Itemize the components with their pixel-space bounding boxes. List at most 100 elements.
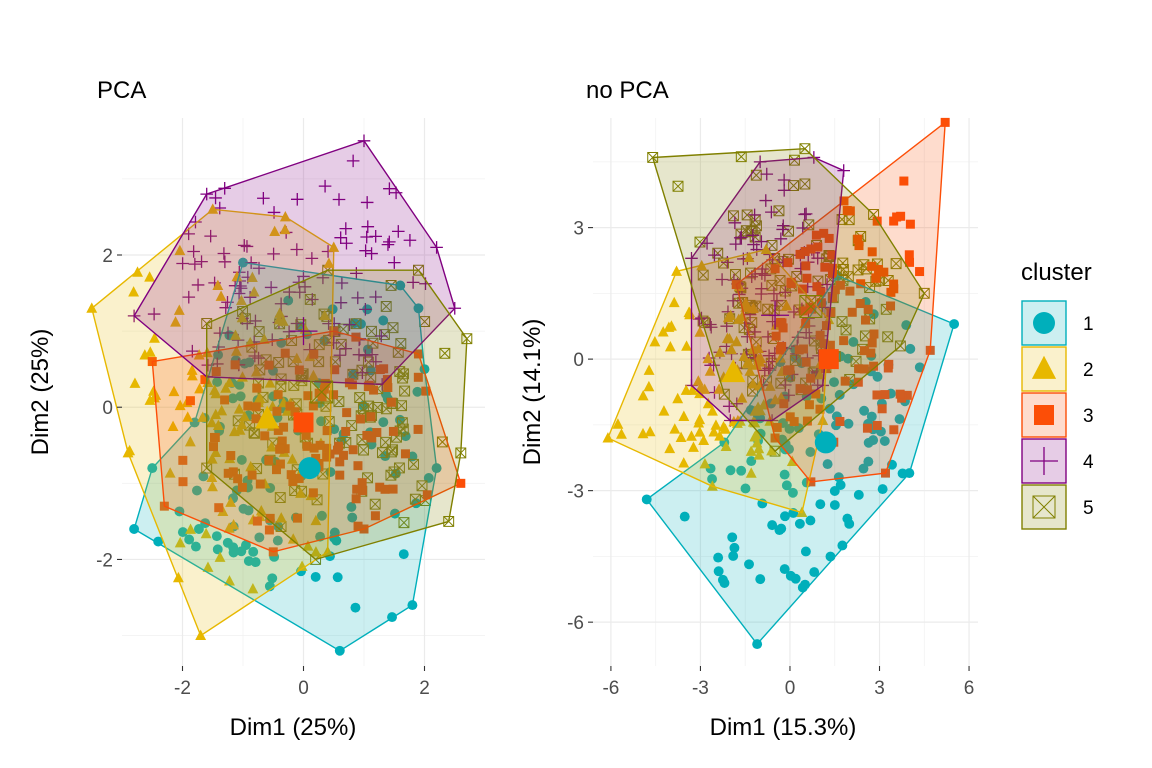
no-pca-point-cluster-5: [729, 269, 741, 280]
no-pca-point-cluster-1: [897, 468, 908, 479]
pca-point-cluster-3: [220, 395, 230, 405]
no-pca-point-cluster-4: [746, 229, 760, 242]
no-pca-point-cluster-3: [859, 346, 869, 356]
pca-point-cluster-1: [184, 534, 195, 545]
pca-x-tick-label: 2: [419, 678, 430, 699]
pca-point-cluster-4: [189, 215, 202, 229]
no-pca-point-cluster-2: [741, 357, 753, 368]
no-pca-point-cluster-5: [783, 225, 795, 237]
no-pca-panel: -6 -3 0 3 6 -6 -3 0 3 no PCA Dim1 (15.3%) Dim2 (…: [519, 77, 978, 741]
no-pca-point-cluster-4: [787, 305, 801, 319]
no-pca-point-cluster-5: [672, 180, 684, 192]
pca-point-cluster-3: [288, 476, 298, 486]
no-pca-point-cluster-5: [774, 275, 786, 286]
legend-key-5: 5: [1021, 484, 1094, 530]
no-pca-hulls: [606, 120, 955, 646]
no-pca-point-cluster-2: [731, 335, 743, 347]
no-pca-point-cluster-2: [681, 340, 693, 351]
pca-point-cluster-4: [391, 225, 405, 238]
pca-point-cluster-4: [176, 257, 189, 270]
pca-point-cluster-2: [209, 384, 221, 395]
no-pca-point-cluster-2: [724, 333, 735, 344]
legend-label-4: 4: [1083, 452, 1094, 473]
pca-point-cluster-4: [204, 229, 217, 243]
no-pca-point-cluster-4: [798, 208, 811, 221]
no-pca-point-cluster-3: [872, 390, 882, 400]
pca-point-cluster-3: [335, 457, 345, 467]
no-pca-point-cluster-1: [894, 414, 905, 425]
no-pca-point-cluster-1: [834, 389, 845, 400]
no-pca-point-cluster-2: [704, 365, 716, 376]
no-pca-point-cluster-3: [879, 267, 889, 277]
pca-point-cluster-3: [247, 470, 257, 480]
no-pca-point-cluster-3: [862, 423, 872, 433]
no-pca-point-cluster-2: [643, 380, 655, 392]
no-pca-point-cluster-4: [728, 216, 742, 230]
pca-point-cluster-2: [254, 392, 266, 404]
pca-hull-cluster-5: [205, 269, 468, 561]
no-pca-point-cluster-2: [707, 405, 718, 416]
no-pca-point-cluster-2: [752, 342, 764, 353]
pca-point-cluster-3: [303, 391, 313, 401]
pca-point-cluster-2: [302, 540, 314, 551]
pca-point-cluster-1: [235, 391, 246, 402]
no-pca-point-cluster-4: [765, 205, 778, 219]
no-pca-point-cluster-3: [874, 265, 884, 275]
pca-point-cluster-3: [351, 494, 361, 504]
no-pca-point-cluster-1: [713, 552, 724, 563]
no-pca-point-cluster-4: [758, 269, 772, 282]
pca-point-cluster-1: [267, 573, 278, 584]
no-pca-point-cluster-3: [815, 330, 825, 340]
no-pca-point-cluster-3: [827, 268, 837, 278]
pca-point-cluster-3: [264, 360, 274, 370]
pca-point-cluster-3: [252, 516, 262, 526]
no-pca-point-cluster-4: [779, 378, 792, 392]
pca-point-cluster-3: [421, 386, 431, 396]
no-pca-point-cluster-4: [747, 238, 760, 251]
pca-point-cluster-1: [228, 542, 239, 553]
pca-point-cluster-5: [398, 517, 410, 529]
pca-point-cluster-3: [243, 401, 253, 411]
pca-point-cluster-2: [220, 382, 232, 393]
pca-point-cluster-4: [339, 222, 353, 235]
no-pca-point-cluster-2: [686, 430, 697, 441]
no-pca-point-cluster-3: [798, 284, 808, 294]
pca-point-cluster-4: [365, 247, 378, 260]
no-pca-point-cluster-3: [783, 258, 793, 268]
pca-point-cluster-5: [399, 385, 411, 397]
no-pca-point-cluster-1: [863, 456, 874, 467]
legend-key-symbol-5: [1032, 495, 1056, 519]
pca-point-cluster-2: [230, 329, 241, 340]
pca-point-cluster-2: [233, 403, 245, 414]
pca-point-cluster-3: [302, 441, 312, 451]
no-pca-point-cluster-3: [840, 376, 850, 386]
pca-point-cluster-3: [308, 488, 318, 498]
no-pca-point-cluster-2: [749, 431, 761, 442]
no-pca-point-cluster-3: [813, 242, 823, 252]
no-pca-point-cluster-2: [753, 442, 765, 454]
legend-keys: 1 2 3 4 5: [1021, 300, 1094, 530]
no-pca-point-cluster-1: [805, 515, 816, 526]
pca-title: PCA: [97, 77, 146, 104]
no-pca-point-cluster-3: [828, 293, 838, 303]
no-pca-point-cluster-2: [702, 352, 714, 364]
no-pca-point-cluster-3: [869, 361, 879, 371]
pca-point-cluster-3: [226, 451, 236, 461]
pca-point-cluster-3: [380, 484, 390, 494]
no-pca-point-cluster-1: [777, 434, 788, 445]
no-pca-point-cluster-3: [867, 338, 877, 348]
no-pca-x-tick-label: -6: [602, 678, 619, 699]
pca-point-cluster-3: [342, 408, 352, 418]
pca-point-cluster-4: [267, 206, 281, 219]
legend-key-4: 4: [1021, 438, 1094, 484]
no-pca-point-cluster-3: [806, 244, 816, 254]
pca-point-cluster-4: [188, 257, 202, 271]
no-pca-point-cluster-5: [694, 236, 706, 248]
pca-point-cluster-2: [247, 583, 259, 594]
no-pca-point-cluster-3: [899, 176, 909, 186]
pca-centroid-cluster-5: [310, 380, 334, 404]
pca-point-cluster-2: [186, 364, 198, 375]
pca-point-cluster-3: [252, 383, 262, 393]
pca-point-cluster-3: [400, 449, 410, 459]
pca-point-cluster-3: [280, 348, 290, 358]
